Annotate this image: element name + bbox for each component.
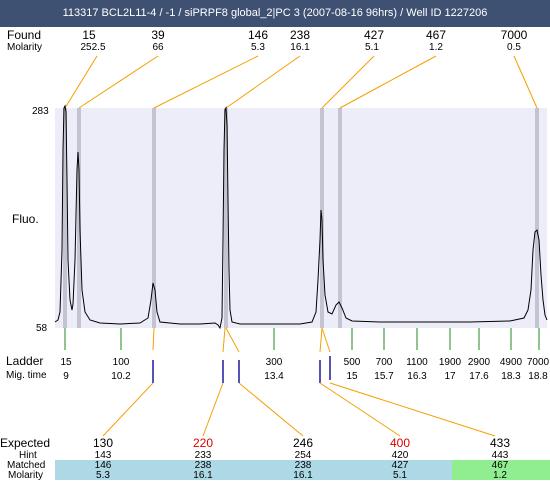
molarity-label: Molarity xyxy=(7,42,43,53)
ladder-time: 13.4 xyxy=(264,371,284,382)
found-size: 7000 xyxy=(500,28,528,42)
peak-band xyxy=(77,108,81,328)
ladder-time: 18.8 xyxy=(528,371,548,382)
found-size: 39 xyxy=(151,28,165,42)
matched-row-bg-last xyxy=(452,460,550,480)
ladder-size: 15 xyxy=(60,357,72,368)
plot-area xyxy=(55,108,547,328)
ladder-time: 16.3 xyxy=(407,371,427,382)
found-size: 427 xyxy=(363,28,385,42)
found-molarity: 1.2 xyxy=(429,42,443,53)
fluorescence-trace xyxy=(54,104,548,330)
matched-label: Matched xyxy=(7,460,46,471)
ladder-size: 1100 xyxy=(406,357,428,368)
ladder-size: 700 xyxy=(375,357,393,368)
ladder-label: Ladder xyxy=(6,354,44,368)
found-label: Found xyxy=(7,28,42,42)
expected-label: Expected xyxy=(0,436,51,450)
matched-value: 146 xyxy=(94,460,112,471)
ladder-time: 9 xyxy=(63,371,69,382)
ladder-size: 100 xyxy=(112,357,130,368)
found-molarity: 252.5 xyxy=(80,42,106,53)
peak-band xyxy=(338,108,342,328)
ladder-size: 7000 xyxy=(526,357,550,368)
hint-value: 143 xyxy=(94,450,112,461)
y-axis-label: Fluo. xyxy=(12,212,39,226)
ladder-size: 300 xyxy=(265,357,283,368)
found-connectors xyxy=(64,55,538,109)
ladder-size: 1900 xyxy=(438,357,462,368)
ladder-size: 500 xyxy=(343,357,361,368)
matched-value: 427 xyxy=(391,460,409,471)
hint-value: 254 xyxy=(294,450,312,461)
found-molarity: 16.1 xyxy=(290,42,310,53)
found-molarity: 0.5 xyxy=(507,42,521,53)
peak-band xyxy=(152,108,156,328)
ladder-time: 10.2 xyxy=(111,371,131,382)
matched-value: 238 xyxy=(294,460,312,471)
hint-value: 233 xyxy=(194,450,212,461)
found-size: 15 xyxy=(82,28,96,42)
molarity-value: 1.2 xyxy=(493,470,507,481)
ladder-time: 17 xyxy=(444,371,456,382)
found-size: 146 xyxy=(247,28,269,42)
window-title: 113317 BCL2L11-4 / -1 / siPRPF8 global_2… xyxy=(0,0,550,27)
ladder-ticks xyxy=(64,328,540,350)
y-axis-top: 283 xyxy=(32,106,49,117)
found-ticks xyxy=(152,356,331,383)
hint-value: 420 xyxy=(391,450,409,461)
matched-value: 238 xyxy=(194,460,212,471)
expected-size: 130 xyxy=(92,436,114,450)
found-molarity: 66 xyxy=(152,42,164,53)
molarity-value: 16.1 xyxy=(193,470,213,481)
molarity-value: 5.1 xyxy=(393,470,407,481)
peak-band xyxy=(224,108,228,328)
peak-band xyxy=(63,108,67,328)
mig-time-label: Mig. time xyxy=(6,370,47,381)
found-size: 467 xyxy=(425,28,447,42)
ladder-time: 18.3 xyxy=(501,371,521,382)
peak-band xyxy=(535,108,539,328)
found-molarity: 5.1 xyxy=(365,42,379,53)
matched-row-bg xyxy=(55,460,452,480)
matched-value: 467 xyxy=(491,460,509,471)
expected-size-highlight: 400 xyxy=(389,436,411,450)
expected-size: 246 xyxy=(292,436,314,450)
molarity-row-label: Molarity xyxy=(8,470,44,481)
found-size: 238 xyxy=(289,28,311,42)
ladder-size: 2900 xyxy=(467,357,491,368)
found-molarity: 5.3 xyxy=(251,42,265,53)
ladder-time: 15.7 xyxy=(374,371,394,382)
ladder-size: 4900 xyxy=(499,357,523,368)
molarity-value: 5.3 xyxy=(96,470,110,481)
hint-label: Hint xyxy=(19,450,37,461)
ladder-time: 15 xyxy=(346,371,358,382)
peak-connectors xyxy=(102,327,496,437)
y-axis-bottom: 58 xyxy=(36,323,48,334)
molarity-value: 16.1 xyxy=(293,470,313,481)
expected-size-highlight: 220 xyxy=(192,436,214,450)
expected-size: 433 xyxy=(489,436,511,450)
hint-value: 443 xyxy=(491,450,509,461)
ladder-time: 17.6 xyxy=(469,371,489,382)
